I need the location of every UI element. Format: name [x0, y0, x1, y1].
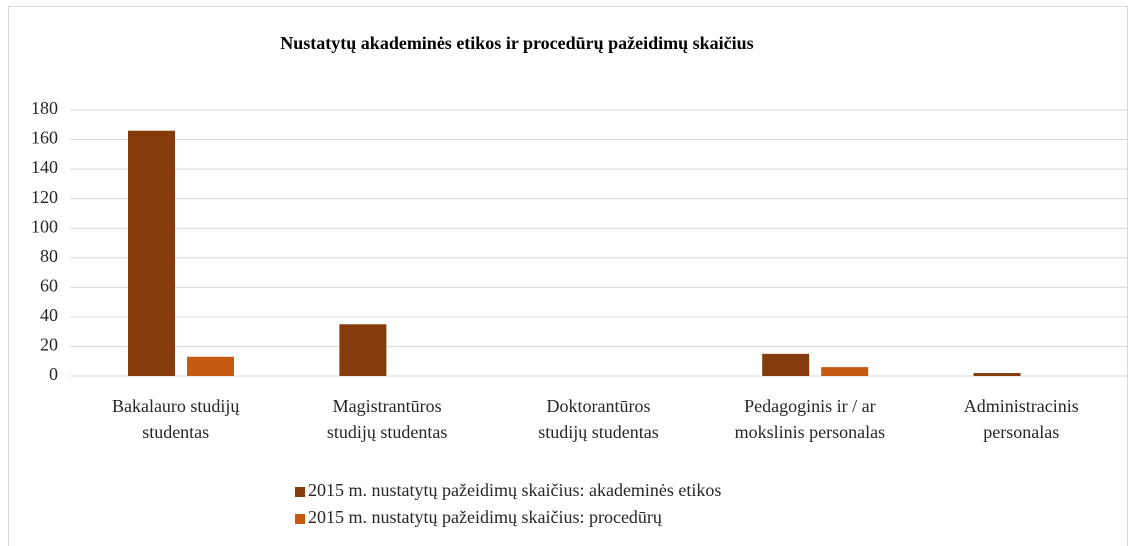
bar — [821, 367, 869, 376]
legend-label: 2015 m. nustatytų pažeidimų skaičius: ak… — [308, 480, 721, 500]
y-tick-label: 120 — [31, 187, 58, 207]
y-tick-label: 160 — [31, 128, 58, 148]
x-tick-label: studijų studentas — [538, 422, 659, 442]
x-tick-label: Pedagoginis ir / ar — [744, 396, 875, 416]
x-tick-label: personalas — [983, 422, 1059, 442]
x-tick-label: studentas — [142, 422, 209, 442]
bar — [973, 373, 1021, 376]
x-tick-label: Magistrantūros — [333, 396, 442, 416]
chart-frame — [8, 6, 1128, 546]
legend-label: 2015 m. nustatytų pažeidimų skaičius: pr… — [308, 507, 663, 527]
x-tick-label: Bakalauro studijų — [112, 396, 240, 416]
y-tick-label: 20 — [40, 335, 58, 355]
y-tick-label: 140 — [31, 157, 58, 177]
y-tick-label: 80 — [40, 246, 58, 266]
bar — [128, 130, 175, 376]
y-tick-label: 60 — [40, 275, 58, 295]
legend-swatch — [295, 514, 305, 524]
x-tick-label: Administracinis — [964, 396, 1079, 416]
legend-swatch — [295, 487, 305, 497]
y-tick-label: 100 — [31, 216, 58, 236]
x-tick-label: mokslinis personalas — [735, 422, 886, 442]
chart-title: Nustatytų akademinės etikos ir procedūrų… — [280, 33, 753, 53]
bar — [339, 324, 387, 376]
x-tick-label: studijų studentas — [327, 422, 448, 442]
bar — [762, 353, 810, 376]
y-tick-label: 180 — [31, 98, 58, 118]
x-tick-label: Doktorantūros — [547, 396, 651, 416]
y-tick-label: 0 — [49, 364, 58, 384]
y-tick-label: 40 — [40, 305, 58, 325]
bar — [187, 356, 234, 376]
